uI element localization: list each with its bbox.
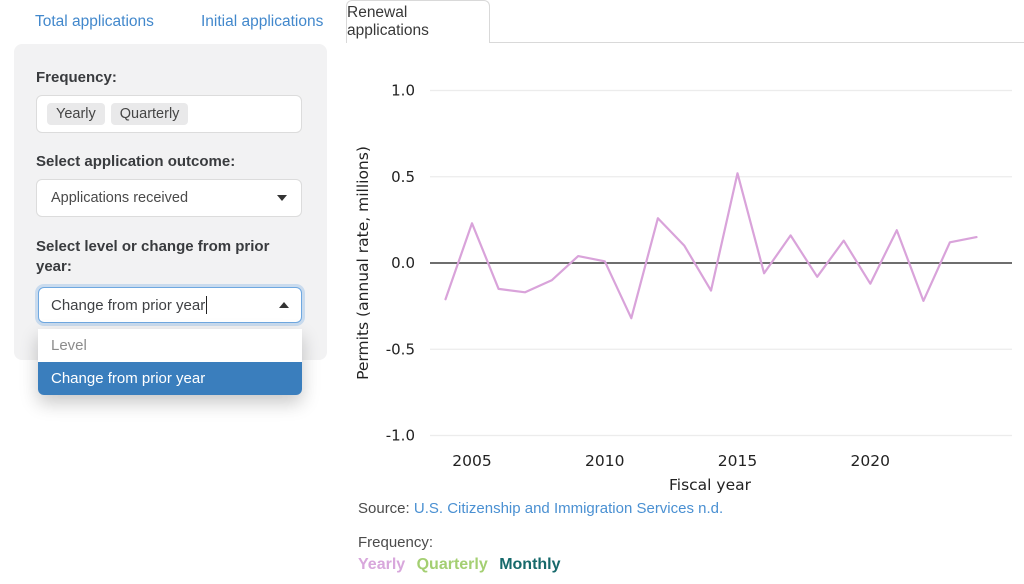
tab-bar: Total applications Initial applications …: [0, 0, 1024, 43]
frequency-token-quarterly[interactable]: Quarterly: [110, 103, 189, 125]
legend-link-monthly[interactable]: Monthly: [499, 556, 561, 573]
legend-link-quarterly[interactable]: Quarterly: [416, 556, 488, 573]
svg-text:1.0: 1.0: [391, 82, 415, 100]
level-label: Select level or change from prior year:: [36, 238, 270, 276]
svg-text:Fiscal year: Fiscal year: [669, 476, 752, 494]
svg-text:0.0: 0.0: [391, 254, 415, 272]
svg-text:2020: 2020: [851, 452, 890, 470]
svg-text:2005: 2005: [452, 452, 491, 470]
line-chart-svg: 1.0 0.5 0.0 -0.5 -1.0 2005 2010 2015 2020 Fiscal …: [354, 82, 1012, 494]
tab-renewal-applications[interactable]: Renewal applications: [346, 0, 490, 43]
frequency-label: Frequency:: [36, 69, 117, 86]
legend-link-yearly[interactable]: Yearly: [358, 556, 406, 573]
level-combobox-input[interactable]: Change from prior year: [38, 287, 302, 323]
line-chart: 1.0 0.5 0.0 -0.5 -1.0 2005 2010 2015 2020 Fiscal …: [330, 60, 1024, 500]
chevron-down-icon: [277, 195, 287, 201]
frequency-legend: Yearly Quarterly Monthly: [358, 556, 568, 574]
svg-text:Permits (annual rate, millions: Permits (annual rate, millions): [354, 146, 372, 380]
svg-text:2010: 2010: [585, 452, 624, 470]
level-dropdown-menu: Level Change from prior year: [38, 329, 302, 395]
source-link[interactable]: U.S. Citizenship and Immigration Service…: [413, 500, 724, 517]
outcome-select[interactable]: Applications received: [36, 179, 302, 217]
level-combobox-value: Change from prior year: [51, 296, 206, 314]
frequency-multiselect[interactable]: Yearly Quarterly: [36, 95, 302, 133]
source-prefix: Source:: [358, 500, 414, 517]
frequency-caption: Frequency:: [358, 534, 434, 551]
outcome-label: Select application outcome:: [36, 153, 236, 170]
tab-total-applications[interactable]: Total applications: [35, 12, 154, 30]
tabbar-underline: [490, 42, 1024, 43]
svg-text:-0.5: -0.5: [386, 340, 415, 358]
svg-text:2015: 2015: [718, 452, 757, 470]
chevron-up-icon: [279, 302, 289, 308]
svg-text:-1.0: -1.0: [386, 427, 415, 445]
svg-text:0.5: 0.5: [391, 168, 415, 186]
tab-initial-applications[interactable]: Initial applications: [201, 12, 324, 30]
text-cursor: [206, 296, 208, 314]
frequency-token-yearly[interactable]: Yearly: [47, 103, 105, 125]
source-line: Source: U.S. Citizenship and Immigration…: [358, 500, 723, 517]
outcome-select-value: Applications received: [51, 190, 189, 206]
dropdown-option-level[interactable]: Level: [51, 337, 87, 354]
dropdown-option-change-from-prior-year[interactable]: Change from prior year: [38, 362, 302, 395]
